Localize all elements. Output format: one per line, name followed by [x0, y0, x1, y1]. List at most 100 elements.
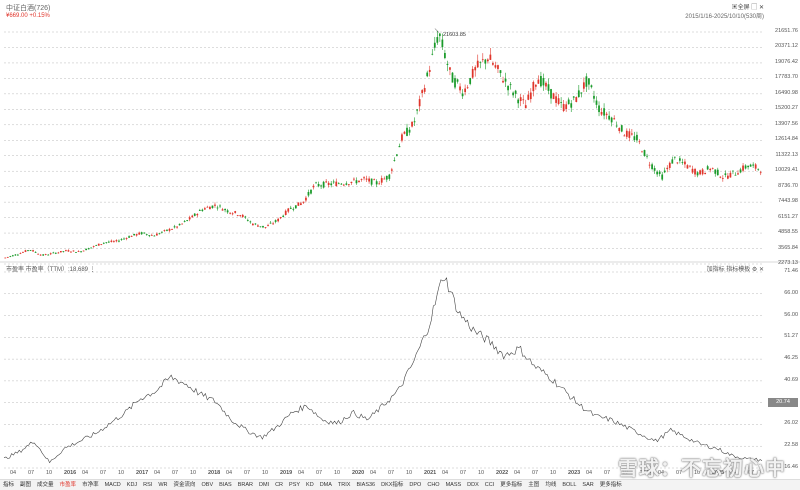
price-tick-label: 6151.27 [778, 213, 798, 220]
indicator-tab[interactable]: 成交量 [37, 482, 54, 488]
indicator-tab[interactable]: BRAR [237, 482, 253, 488]
time-tick-label: 10 [694, 470, 701, 476]
candle-body [643, 150, 646, 157]
indicator-tab[interactable]: BOLL [562, 482, 577, 488]
indicator-tab[interactable]: DDX [467, 482, 479, 488]
indicator-tab[interactable]: 市盈率 [59, 482, 77, 488]
candle-body [431, 53, 434, 55]
candle-body [393, 160, 396, 161]
pe-tick-label: 16.46 [784, 464, 798, 470]
candle-body [120, 239, 123, 240]
indicator-tab[interactable]: OBV [201, 482, 214, 488]
candle-body [759, 172, 762, 174]
indicator-tab[interactable]: PSY [289, 482, 301, 488]
candle-body [449, 67, 451, 70]
candle-body [363, 177, 365, 179]
candle-body [310, 189, 312, 194]
candle-body [656, 171, 659, 175]
candle-body [305, 197, 307, 201]
time-tick-label: 10 [550, 470, 557, 476]
candle-body [171, 229, 173, 230]
pe-panel-options[interactable]: 加指标 指标模板 ⚙ ✕ [706, 267, 764, 273]
time-tick-label: 2017 [136, 470, 149, 476]
indicator-tab[interactable]: 副图 [20, 482, 32, 488]
candle-body [653, 168, 656, 171]
candle-body [486, 59, 489, 62]
candle-body [87, 248, 90, 250]
candle-body [421, 90, 424, 93]
candle-body [413, 121, 416, 123]
indicator-tab[interactable]: 市净率 [82, 482, 99, 488]
candle-body [178, 223, 181, 226]
candle-body [676, 162, 679, 164]
candle-body [353, 178, 355, 180]
candle-body [345, 183, 348, 185]
candle-body [244, 216, 247, 218]
indicator-tab[interactable]: BIAS [219, 482, 232, 488]
candle-body [469, 78, 472, 84]
pe-tick-label: 40.69 [784, 376, 798, 383]
candle-body [497, 65, 499, 69]
candle-body [527, 94, 530, 100]
indicator-tab[interactable]: DKX指标 [381, 482, 404, 488]
candle-body [251, 223, 254, 226]
candle-body [436, 37, 439, 43]
time-tick-label: 07 [28, 470, 35, 476]
candle-body [209, 206, 211, 210]
indicator-tab[interactable]: 指标 [3, 482, 15, 488]
indicator-tab[interactable]: KDJ [126, 482, 138, 488]
indicator-tab[interactable]: CR [275, 482, 284, 488]
candle-body [95, 245, 98, 246]
candle-body [327, 182, 330, 186]
time-tick-label: 2024 [640, 470, 653, 476]
indicator-tab[interactable]: TRIX [337, 482, 351, 488]
candle-body [297, 202, 300, 206]
candle-body [689, 165, 691, 167]
indicator-tab[interactable]: MACD [104, 482, 121, 488]
indicator-tab[interactable]: MASS [445, 482, 462, 488]
candle-body [272, 223, 274, 225]
indicator-tab[interactable]: SAR [582, 482, 594, 488]
indicator-tab[interactable]: DMI [258, 482, 270, 488]
candle-body [24, 250, 27, 252]
candle-body [153, 235, 156, 237]
indicator-tab[interactable]: CHO [427, 482, 440, 488]
candle-body [610, 117, 613, 123]
date-range[interactable]: 2015/1/16-2025/10/10(530周) [685, 14, 764, 20]
price-tick-label: 10029.41 [775, 167, 798, 174]
pe-tick-label: 56.00 [784, 311, 798, 318]
candle-body [709, 168, 712, 171]
indicator-tab[interactable]: DMA [319, 482, 332, 488]
candle-body [747, 165, 749, 168]
indicator-tab[interactable]: RSI [143, 482, 153, 488]
candle-body [307, 192, 310, 196]
candle-body [188, 217, 191, 220]
candle-body [484, 59, 487, 64]
indicator-tab[interactable]: 资金流向 [173, 482, 196, 488]
candle-body [168, 228, 171, 231]
window-controls[interactable]: ▣全屏 ▢ ✕ [731, 5, 764, 11]
indicator-tabs[interactable]: 指标 副图 成交量 市盈率 市净率 MACD KDJ RSI WR 资金流向 OBV BIAS BRAR… [0, 479, 800, 490]
candle-body [113, 241, 115, 242]
pe-tick-label: 26.02 [784, 420, 798, 427]
candle-body [52, 252, 55, 254]
candle-body [330, 183, 333, 186]
indicator-tab[interactable]: 均线 [545, 482, 557, 488]
indicator-tab[interactable]: BIAS36 [356, 482, 376, 488]
candle-body [239, 215, 242, 217]
indicator-tab[interactable]: WR [158, 482, 168, 488]
candle-body [375, 181, 378, 185]
candle-body [406, 127, 408, 136]
price-tick-label: 21651.76 [775, 28, 798, 34]
candle-body [671, 159, 674, 164]
indicator-tab[interactable]: 更多指标 [500, 482, 523, 488]
indicator-tab[interactable]: DPO [409, 482, 422, 488]
candle-body [451, 72, 454, 83]
indicator-tab[interactable]: 更多指标 [599, 482, 622, 488]
indicator-tab[interactable]: KD [306, 482, 314, 488]
candle-body [577, 90, 580, 98]
candle-body [636, 134, 638, 141]
indicator-tab[interactable]: CCI [484, 482, 495, 488]
indicator-tab[interactable]: 主图 [528, 482, 540, 488]
